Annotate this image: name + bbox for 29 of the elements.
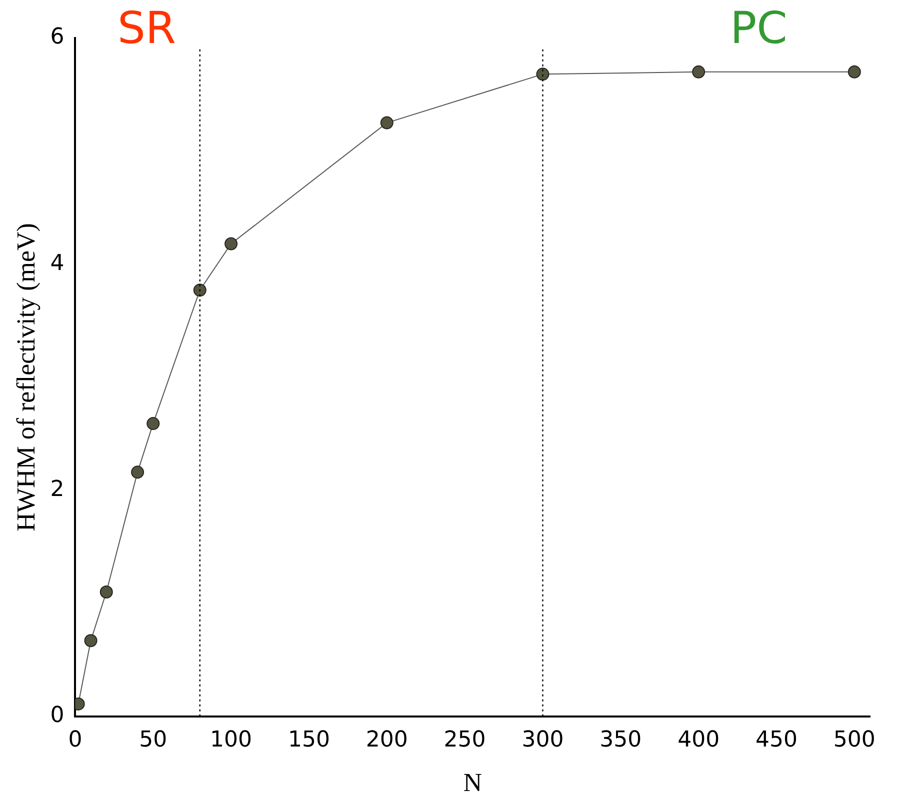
x-tick-label: 100 bbox=[210, 727, 252, 752]
point bbox=[692, 65, 706, 78]
x-tick-label: 200 bbox=[366, 727, 408, 752]
x-tick-label: 350 bbox=[600, 727, 642, 752]
x-tick-label: 300 bbox=[522, 727, 564, 752]
point bbox=[100, 586, 113, 599]
x-tick-label: 400 bbox=[678, 727, 720, 752]
x-tick-label: 500 bbox=[833, 727, 876, 752]
x-axis-title: N bbox=[463, 768, 482, 798]
annotation: SR bbox=[117, 3, 176, 54]
y-tick-label: 4 bbox=[50, 250, 64, 276]
point bbox=[224, 237, 238, 250]
annotation: PC bbox=[730, 3, 788, 54]
point bbox=[146, 417, 160, 430]
point bbox=[84, 634, 98, 648]
point bbox=[131, 466, 144, 479]
y-tick-label: 0 bbox=[50, 703, 64, 728]
x-tick-label: 0 bbox=[68, 727, 82, 752]
x-tick-label: 250 bbox=[444, 727, 486, 752]
x-tick-label: 450 bbox=[755, 727, 798, 752]
x-tick-label: 50 bbox=[139, 727, 168, 752]
y-tick-label: 6 bbox=[50, 24, 64, 50]
point bbox=[536, 68, 550, 81]
x-tick-label: 150 bbox=[288, 727, 330, 752]
y-axis-title: HWHM of reflectivity (meV) bbox=[11, 223, 40, 532]
point bbox=[848, 65, 861, 78]
y-tick-label: 2 bbox=[50, 476, 64, 502]
point bbox=[193, 284, 206, 297]
point bbox=[380, 116, 394, 130]
